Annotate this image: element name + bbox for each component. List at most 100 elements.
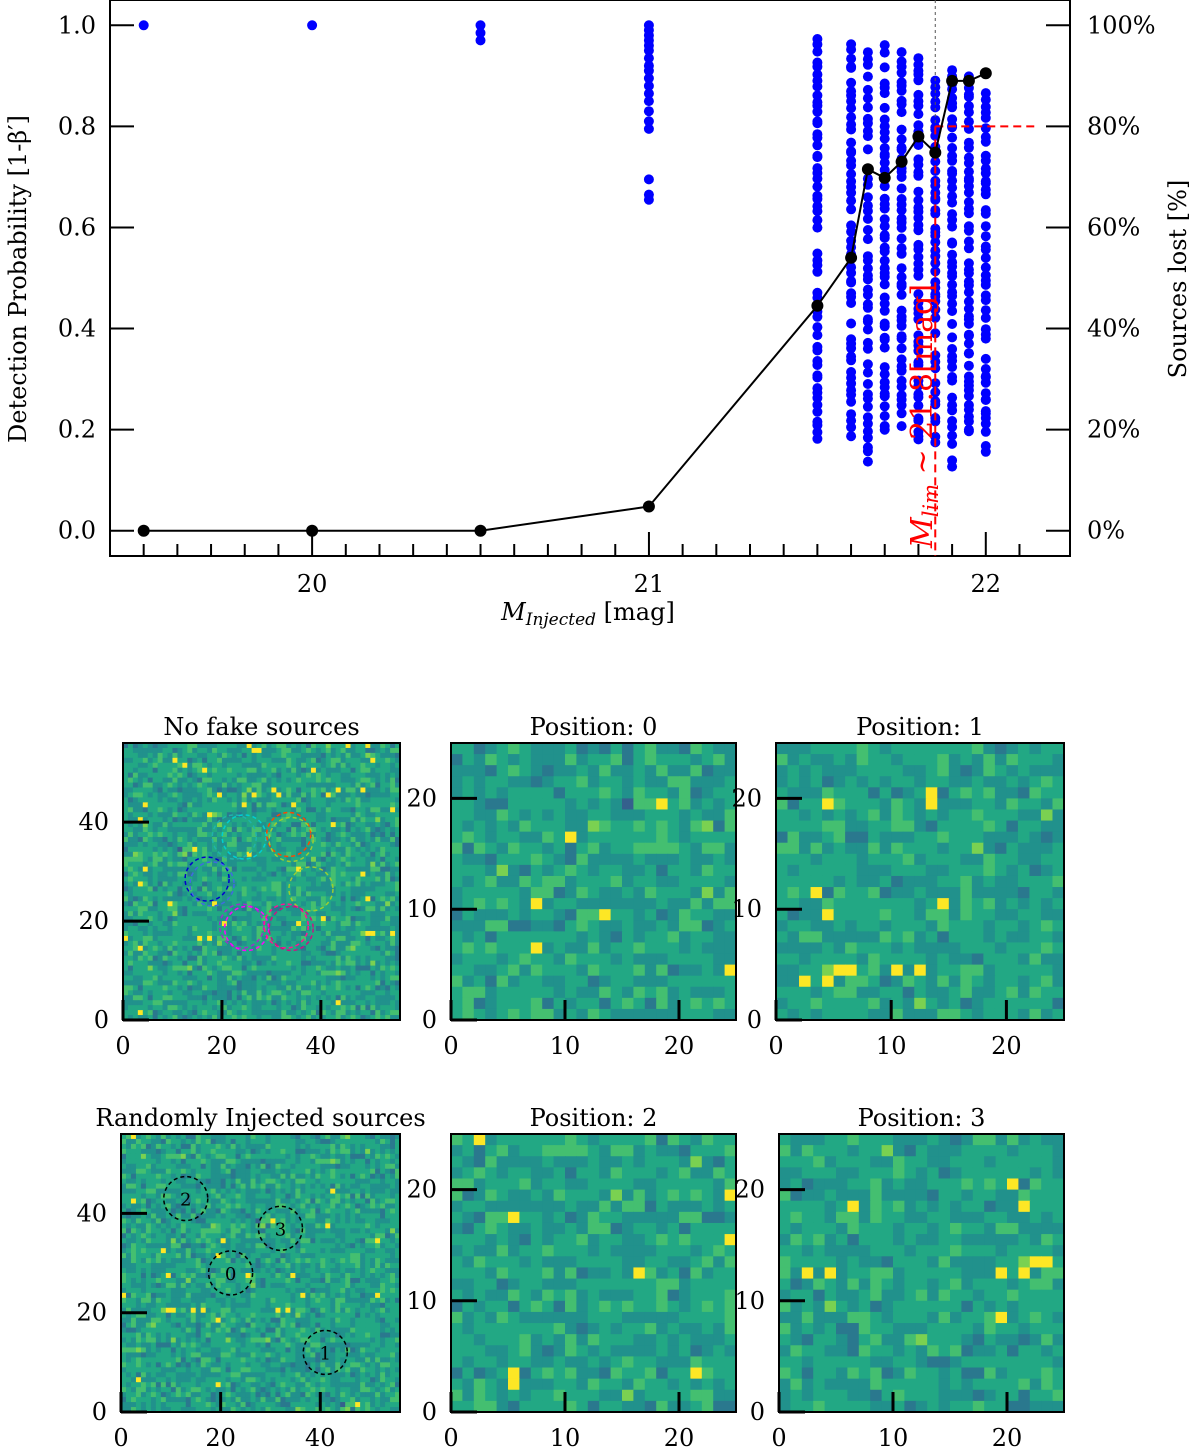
pixel [158,773,164,779]
pixel [266,882,272,888]
pixel [276,797,282,803]
pixel [633,754,645,766]
panel-x-tick-label: 10 [550,1032,581,1060]
pixel [519,876,531,888]
pixel [365,847,371,853]
pixel [158,872,164,878]
pixel [311,877,317,883]
pixel [451,765,463,777]
pixel [375,961,381,967]
pixel [172,847,178,853]
pixel [153,951,159,957]
pixel [531,1009,543,1021]
pixel [168,891,174,897]
pixel [588,876,600,888]
pixel [207,951,213,957]
pixel [972,743,984,755]
pixel [622,854,634,866]
pixel [508,776,520,788]
pixel [257,946,263,952]
pixel [182,857,188,863]
pixel [227,1005,233,1011]
pixel [202,990,208,996]
pixel [138,877,144,883]
pixel [202,961,208,967]
pixel [519,754,531,766]
pixel [311,886,317,892]
pixel [385,753,391,759]
pixel [182,807,188,813]
pixel [355,886,361,892]
pixel [168,753,174,759]
pixel [207,872,213,878]
pixel [668,954,680,966]
pixel [360,956,366,962]
pixel [1052,987,1064,999]
pixel [168,827,174,833]
pixel [903,743,915,755]
pixel [983,898,995,910]
pixel [326,966,332,972]
pixel [1052,832,1064,844]
pixel [960,821,972,833]
pixel [326,985,332,991]
pixel [645,832,657,844]
pixel [355,1010,361,1016]
pixel [857,931,869,943]
pixel [1006,987,1018,999]
pixel [182,797,188,803]
pixel [531,787,543,799]
pixel [242,788,248,794]
pixel [508,976,520,988]
pixel [788,887,800,899]
pixel [177,990,183,996]
pixel [326,867,332,873]
pixel [346,1005,352,1011]
pixel [252,1000,258,1006]
pixel [301,971,307,977]
pixel [257,748,263,754]
pixel [926,909,938,921]
pixel [326,792,332,798]
pixel [252,797,258,803]
pixel [341,822,347,828]
pixel [497,898,509,910]
scatter-point [947,209,957,219]
pixel [880,942,892,954]
scatter-point [947,455,957,465]
pixel [271,971,277,977]
scatter-point [880,143,890,153]
pixel [197,941,203,947]
pixel [1041,865,1053,877]
pixel [554,954,566,966]
pixel [351,1000,357,1006]
pixel [187,980,193,986]
pixel [462,754,474,766]
pixel [133,951,139,957]
pixel [182,842,188,848]
pixel [296,956,302,962]
pixel [355,788,361,794]
pixel [286,966,292,972]
pixel [903,754,915,766]
pixel [622,843,634,855]
pixel [247,862,253,868]
pixel [949,809,961,821]
pixel [868,743,880,755]
pixel [914,942,926,954]
pixel [351,906,357,912]
pixel [995,942,1007,954]
pixel [542,798,554,810]
pixel [1006,843,1018,855]
pixel [281,867,287,873]
pixel [163,891,169,897]
pixel [192,788,198,794]
pixel [645,976,657,988]
pixel [960,976,972,988]
pixel [326,748,332,754]
pixel [153,807,159,813]
pixel [281,872,287,878]
pixel [237,753,243,759]
pixel [365,896,371,902]
pixel [983,865,995,877]
